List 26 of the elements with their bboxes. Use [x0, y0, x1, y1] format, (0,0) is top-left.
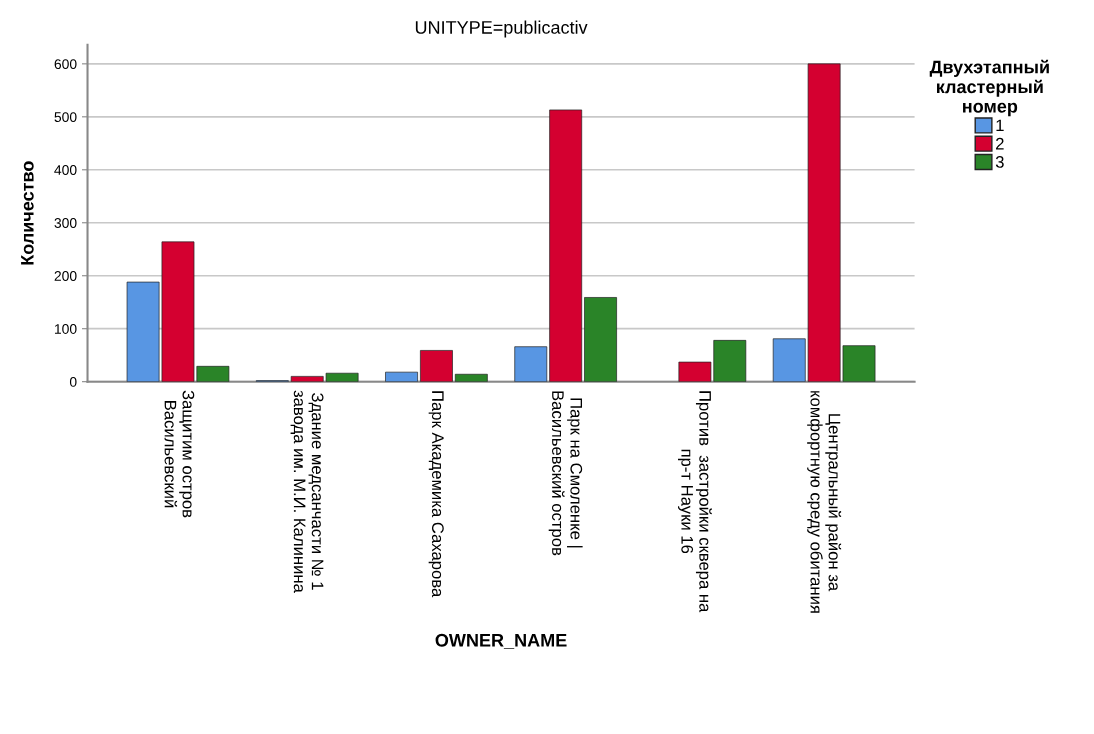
y-tick-label: 0 — [69, 377, 77, 387]
legend-label: 1 — [996, 119, 1004, 132]
legend-label: 3 — [995, 156, 1004, 168]
x-axis-title: OWNER_NAME — [435, 633, 567, 649]
x-tick-label: Парк на Смоленке | Васильевский остров — [548, 391, 583, 556]
y-axis-title: Количество — [21, 161, 34, 265]
x-tick-label: Центральный район за комфортную среду обитания — [807, 391, 842, 613]
y-tick-label: 600 — [54, 59, 77, 70]
y-tick-label: 300 — [54, 218, 77, 228]
y-tick-label: 200 — [54, 271, 77, 281]
x-tick-label: Против застройки сквера на пр-т Науки 16 — [678, 391, 712, 613]
x-tick-label: Защитим остров Васильевский — [164, 390, 195, 518]
bar — [454, 373, 488, 382]
y-tick-label: 500 — [54, 112, 77, 122]
y-tick-label: 100 — [54, 324, 77, 334]
chart-title: UNITYPE=publicactiv — [415, 20, 588, 38]
bar — [584, 297, 617, 382]
bar — [514, 346, 548, 382]
x-tick-label: Здание медсанчасти № 1 завода им. М.И. Калинина — [290, 390, 324, 593]
bar — [385, 371, 418, 382]
x-tick-label: Парк Академика Сахарова — [428, 391, 444, 598]
y-tick-label: 400 — [54, 165, 77, 175]
bar — [549, 109, 583, 382]
legend-title: Двухэтапный кластерный номер — [929, 59, 1049, 117]
legend-label: 2 — [996, 137, 1004, 150]
bar — [420, 350, 453, 382]
